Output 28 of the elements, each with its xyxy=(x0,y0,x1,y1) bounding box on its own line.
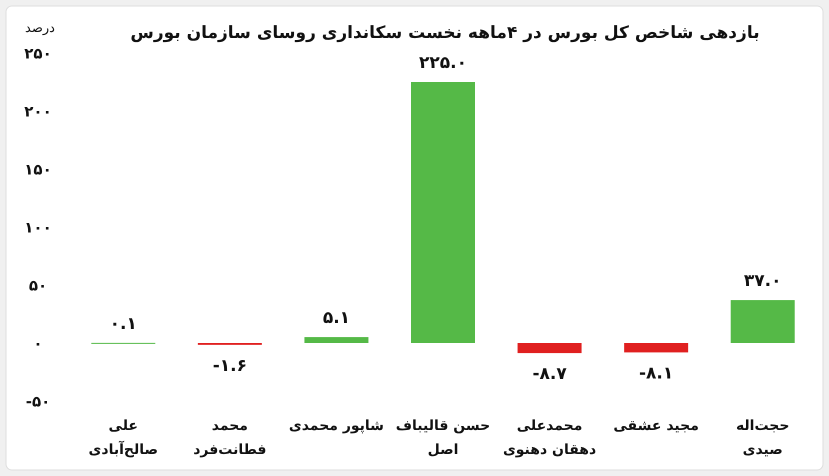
x-tick-label: علی صالح‌آبادی xyxy=(88,418,158,458)
data-label: -۸.۷ xyxy=(532,364,568,384)
x-tick-label: حجت‌اله صیدی xyxy=(736,418,790,458)
x-tick-label: محمدعلی دهقان دهنوی xyxy=(502,418,596,458)
y-tick-label: ۲۰۰ xyxy=(24,102,52,120)
bar xyxy=(730,300,795,343)
x-tick-label: محمد فطانت‌فرد xyxy=(193,418,266,458)
y-tick-label: ۰ xyxy=(33,334,43,352)
y-axis-title: درصد xyxy=(25,21,56,36)
y-tick-label: ۵۰ xyxy=(28,276,48,294)
bar xyxy=(304,337,368,343)
y-tick-label: ۱۵۰ xyxy=(24,160,52,178)
data-label: ۲۲۵.۰ xyxy=(419,53,467,73)
y-tick-label: ۲۵۰ xyxy=(24,44,52,62)
bar xyxy=(518,343,582,354)
data-label: ۳۷.۰ xyxy=(744,271,782,292)
x-tick-label: حسن قالیباف اصل xyxy=(396,418,490,458)
data-label: -۱.۶ xyxy=(212,356,247,376)
data-label: -۸.۱ xyxy=(639,363,674,384)
chart-title: بازدهی شاخص کل بورس در ۴ماهه نخست سکانداری روسای سازمان بورس xyxy=(130,23,760,43)
x-tick-label: مجید عشقی xyxy=(613,418,699,434)
bar xyxy=(624,343,688,352)
y-tick-label: ۱۰۰ xyxy=(24,218,52,236)
x-tick-label: شاپور محمدی xyxy=(288,418,384,434)
bar xyxy=(411,82,475,343)
data-label: ۵.۱ xyxy=(322,308,350,328)
data-label: ۰.۱ xyxy=(110,314,137,334)
y-tick-label: -۵۰ xyxy=(26,392,50,410)
